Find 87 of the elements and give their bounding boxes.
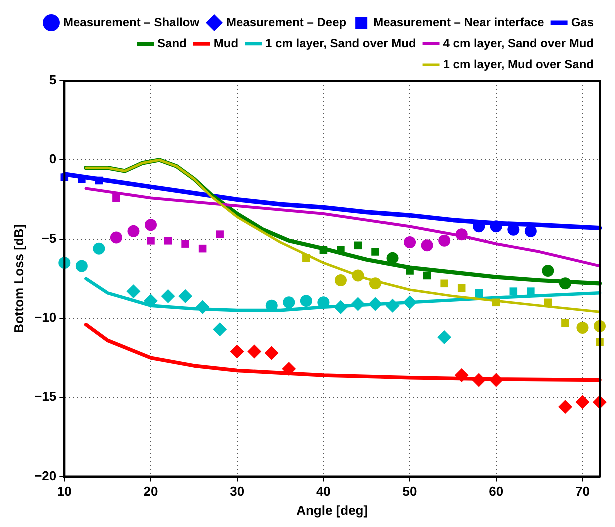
point <box>368 297 382 312</box>
y-tick-label: −10 <box>34 310 57 326</box>
x-tick-label: 70 <box>575 484 590 500</box>
point <box>354 242 362 250</box>
point <box>95 176 104 185</box>
point <box>283 296 296 309</box>
x-tick-label: 40 <box>316 484 331 500</box>
point <box>178 289 193 304</box>
y-tick-label: 5 <box>49 72 57 88</box>
point <box>544 298 552 307</box>
point <box>196 300 210 314</box>
point <box>456 228 468 241</box>
point <box>458 284 466 292</box>
x-tick-label: 10 <box>57 484 72 500</box>
legend-label: Measurement – Near interface <box>374 15 545 30</box>
y-tick-label: −15 <box>34 389 57 404</box>
y-axis-title: Bottom Loss [dB] <box>11 224 26 334</box>
x-axis-title: Angle [deg] <box>296 502 368 518</box>
point <box>126 284 141 299</box>
point <box>128 225 140 238</box>
point <box>334 300 348 314</box>
point <box>472 373 486 388</box>
legend-label: 1 cm layer, Sand over Mud <box>266 36 416 50</box>
x-tick-label: 50 <box>402 484 418 500</box>
point <box>164 237 172 245</box>
point <box>112 194 120 202</box>
point <box>386 252 399 264</box>
legend-label: Measurement – Shallow <box>63 15 200 30</box>
point <box>93 242 106 255</box>
point <box>475 289 484 298</box>
legend-label: Measurement – Deep <box>226 15 347 30</box>
point <box>337 246 345 254</box>
point <box>524 225 537 238</box>
point <box>213 322 228 337</box>
legend-label: 4 cm layer, Sand over Mud <box>443 36 594 50</box>
point <box>248 344 262 359</box>
y-tick-label: −5 <box>42 230 57 246</box>
point <box>558 400 572 414</box>
point <box>490 220 502 233</box>
point <box>372 248 380 256</box>
point <box>386 298 400 313</box>
point <box>423 272 432 280</box>
legend-label: Gas <box>571 15 594 30</box>
point <box>351 297 366 312</box>
y-tick-label: 0 <box>49 152 57 167</box>
point <box>438 330 452 344</box>
point <box>282 362 296 376</box>
point <box>454 368 469 382</box>
point <box>542 264 554 277</box>
point <box>404 236 416 248</box>
point <box>562 319 570 328</box>
point <box>320 246 328 254</box>
legend-label: Mud <box>214 36 239 50</box>
point <box>302 254 310 262</box>
point <box>489 373 504 388</box>
point <box>576 395 590 410</box>
point <box>198 244 207 253</box>
point <box>216 230 224 238</box>
point <box>76 260 88 272</box>
point <box>421 240 434 252</box>
y-tick-label: −20 <box>34 468 57 484</box>
point <box>300 295 312 308</box>
point <box>352 270 364 282</box>
point <box>264 346 279 360</box>
x-tick-label: 20 <box>144 484 158 500</box>
point <box>510 288 518 296</box>
point <box>334 274 347 286</box>
point <box>527 288 535 296</box>
point <box>182 240 190 248</box>
point <box>144 294 158 308</box>
legend-label: 1 cm layer, Mud over Sand <box>443 57 594 72</box>
x-tick-label: 30 <box>230 484 245 500</box>
point <box>403 296 418 310</box>
point <box>492 298 500 307</box>
point <box>78 175 86 184</box>
point <box>370 278 382 290</box>
point <box>438 234 451 247</box>
legend-label: Sand <box>158 36 187 50</box>
point <box>440 280 448 288</box>
point <box>147 237 155 245</box>
point <box>161 289 176 304</box>
x-tick-label: 60 <box>489 484 504 500</box>
point <box>145 219 157 232</box>
point <box>559 278 572 290</box>
point <box>110 232 122 244</box>
point <box>576 322 589 334</box>
point <box>230 344 244 359</box>
